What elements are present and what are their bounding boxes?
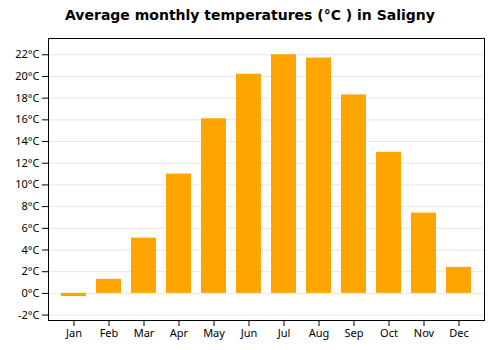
- svg-text:Jul: Jul: [277, 325, 291, 340]
- svg-text:12°C: 12°C: [15, 155, 39, 170]
- svg-text:Sep: Sep: [344, 325, 363, 340]
- svg-text:18°C: 18°C: [15, 90, 39, 105]
- svg-text:16°C: 16°C: [15, 111, 39, 126]
- svg-text:Mar: Mar: [134, 325, 155, 340]
- svg-text:Apr: Apr: [170, 325, 189, 340]
- svg-text:Jan: Jan: [65, 325, 82, 340]
- svg-text:0°C: 0°C: [22, 285, 40, 300]
- svg-text:May: May: [203, 325, 225, 340]
- svg-text:Jun: Jun: [240, 325, 258, 340]
- svg-text:Dec: Dec: [449, 325, 469, 340]
- svg-text:Nov: Nov: [414, 325, 435, 340]
- html-text:Average monthly temperatures (: Average monthly temperatures (°C ) in Sa…: [65, 7, 435, 23]
- svg-text:Oct: Oct: [380, 325, 398, 340]
- svg-text:6°C: 6°C: [22, 220, 40, 235]
- svg-text:14°C: 14°C: [15, 133, 39, 148]
- svg-text:Feb: Feb: [100, 325, 119, 340]
- svg-text:4°C: 4°C: [22, 242, 40, 257]
- svg-text:-2°C: -2°C: [18, 307, 40, 322]
- svg-text:22°C: 22°C: [15, 46, 39, 61]
- svg-text:10°C: 10°C: [15, 176, 39, 191]
- svg-text:Aug: Aug: [309, 325, 330, 340]
- svg-text:2°C: 2°C: [22, 263, 40, 278]
- svg-text:8°C: 8°C: [22, 198, 40, 213]
- svg-text:20°C: 20°C: [15, 68, 39, 83]
